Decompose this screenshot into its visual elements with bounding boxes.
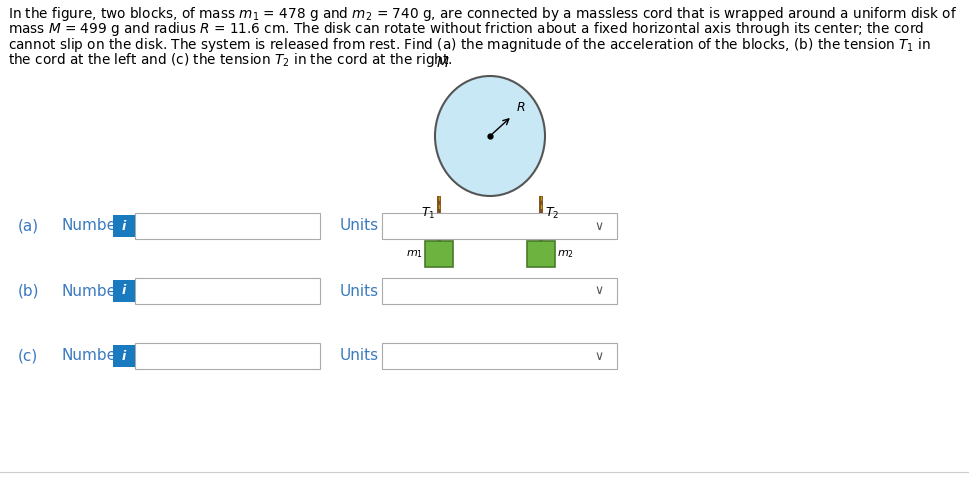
Text: $M$: $M$ bbox=[435, 56, 449, 70]
Text: i: i bbox=[122, 349, 126, 363]
Text: $R$: $R$ bbox=[516, 101, 525, 114]
Text: $m_1$: $m_1$ bbox=[405, 248, 422, 260]
Text: mass $M$ = 499 g and radius $R$ = 11.6 cm. The disk can rotate without friction : mass $M$ = 499 g and radius $R$ = 11.6 c… bbox=[8, 20, 923, 38]
Text: $T_2$: $T_2$ bbox=[545, 206, 559, 221]
Text: Units: Units bbox=[340, 219, 379, 233]
FancyBboxPatch shape bbox=[112, 345, 135, 367]
Text: $T_1$: $T_1$ bbox=[421, 206, 434, 221]
Text: (a): (a) bbox=[18, 219, 39, 233]
FancyBboxPatch shape bbox=[424, 241, 453, 267]
Text: ∨: ∨ bbox=[594, 220, 603, 232]
Text: Number: Number bbox=[62, 348, 123, 364]
Text: (c): (c) bbox=[18, 348, 38, 364]
FancyBboxPatch shape bbox=[382, 343, 616, 369]
FancyBboxPatch shape bbox=[526, 241, 554, 267]
FancyBboxPatch shape bbox=[382, 213, 616, 239]
Text: i: i bbox=[122, 284, 126, 297]
FancyBboxPatch shape bbox=[382, 278, 616, 304]
Text: Units: Units bbox=[340, 283, 379, 298]
Text: Number: Number bbox=[62, 283, 123, 298]
Text: cannot slip on the disk. The system is released from rest. Find (a) the magnitud: cannot slip on the disk. The system is r… bbox=[8, 36, 930, 54]
Text: Units: Units bbox=[340, 348, 379, 364]
FancyBboxPatch shape bbox=[112, 215, 135, 237]
Text: i: i bbox=[122, 220, 126, 232]
FancyBboxPatch shape bbox=[135, 213, 320, 239]
Text: the cord at the left and (c) the tension $T_2$ in the cord at the right.: the cord at the left and (c) the tension… bbox=[8, 52, 453, 69]
Text: In the figure, two blocks, of mass $m_1$ = 478 g and $m_2$ = 740 g, are connecte: In the figure, two blocks, of mass $m_1$… bbox=[8, 5, 956, 23]
Text: Number: Number bbox=[62, 219, 123, 233]
Ellipse shape bbox=[434, 76, 545, 196]
FancyBboxPatch shape bbox=[135, 278, 320, 304]
FancyBboxPatch shape bbox=[112, 280, 135, 302]
Text: ∨: ∨ bbox=[594, 349, 603, 363]
Text: (b): (b) bbox=[18, 283, 40, 298]
FancyBboxPatch shape bbox=[135, 343, 320, 369]
Text: ∨: ∨ bbox=[594, 284, 603, 297]
Text: $m_2$: $m_2$ bbox=[556, 248, 574, 260]
